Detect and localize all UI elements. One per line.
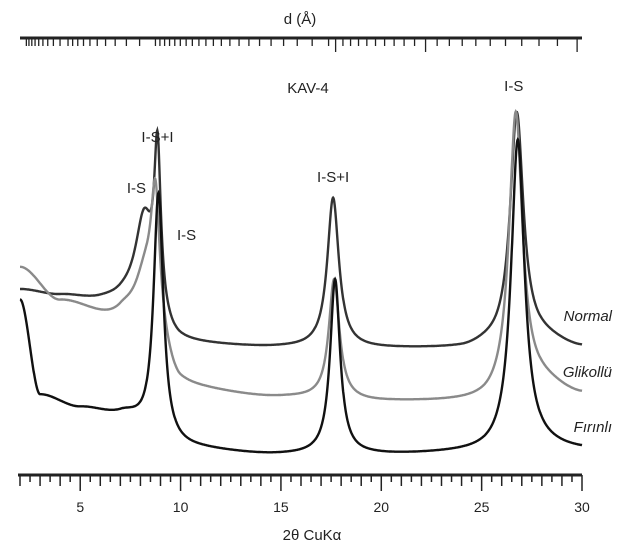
x-tick-label: 5 bbox=[76, 499, 84, 515]
peak-label: I-S+I bbox=[141, 129, 173, 146]
curve-labels: Normal Glikollü Fırınlı bbox=[563, 308, 613, 436]
curve-label: Glikollü bbox=[563, 364, 613, 381]
x-axis-title: 2θ CuKα bbox=[283, 527, 342, 544]
peak-label: I-S+I bbox=[317, 169, 349, 186]
peak-label: I-S bbox=[127, 180, 146, 197]
x-tick-label: 20 bbox=[373, 499, 389, 515]
top-axis-ticks bbox=[25, 38, 578, 52]
curve-label: Normal bbox=[564, 308, 613, 325]
top-axis-title: d (Å) bbox=[284, 11, 317, 28]
bottom-axis: 5 10 15 20 25 30 2θ CuKα bbox=[18, 473, 590, 544]
bottom-axis-ticks bbox=[19, 475, 583, 491]
curve-glikoll bbox=[20, 109, 583, 401]
x-tick-label: 15 bbox=[273, 499, 289, 515]
curve-normal bbox=[20, 110, 583, 348]
x-tick-label: 30 bbox=[574, 499, 590, 515]
x-tick-label: 10 bbox=[173, 499, 189, 515]
peak-label: I-S bbox=[504, 78, 523, 95]
top-axis: d (Å) bbox=[20, 11, 582, 52]
curve-frnl bbox=[19, 136, 583, 454]
peak-label: I-S bbox=[177, 227, 196, 244]
bottom-axis-tick-labels: 5 10 15 20 25 30 bbox=[76, 499, 590, 515]
curve-label: Fırınlı bbox=[574, 419, 612, 436]
diffraction-curves bbox=[19, 109, 583, 454]
x-tick-label: 25 bbox=[474, 499, 490, 515]
peak-labels: I-S+I I-S I-S I-S+I I-S bbox=[127, 78, 523, 244]
chart-title: KAV-4 bbox=[287, 80, 328, 97]
